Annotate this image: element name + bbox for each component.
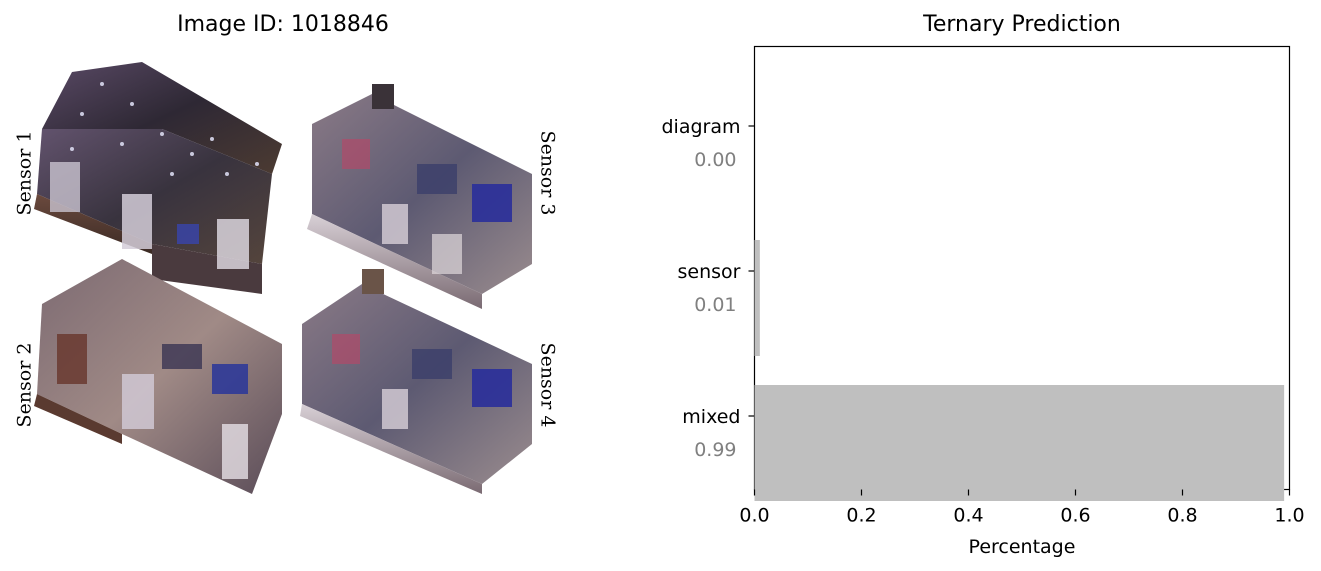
- sensor-1-render: [34, 62, 282, 294]
- sensor-3-render: [307, 84, 532, 309]
- chart-title: Ternary Prediction: [923, 12, 1121, 37]
- x-axis-ticks: 0.0 0.2 0.4 0.6 0.8 1.0: [739, 489, 1305, 527]
- y-axis-ticks: diagram 0.00 sensor 0.01 mixed 0.99: [661, 116, 755, 461]
- x-tick-label-5: 1.0: [1274, 505, 1304, 527]
- y-tick-label-diagram: diagram: [661, 116, 740, 138]
- y-tick-label-sensor: sensor: [678, 261, 741, 283]
- sensor-2-render: [34, 259, 282, 494]
- y-tick-label-mixed: mixed: [682, 406, 740, 428]
- x-tick-label-3: 0.6: [1060, 505, 1090, 527]
- x-tick-label-4: 0.8: [1167, 505, 1197, 527]
- sensor-4-render: [300, 269, 532, 494]
- sensor-render-image: Sensor 1 Sensor 2 Sensor 3 Sensor 4: [12, 44, 558, 496]
- value-label-diagram: 0.00: [694, 149, 736, 171]
- bar-mixed: [754, 385, 1285, 501]
- x-tick-label-0: 0.0: [739, 505, 769, 527]
- value-label-sensor: 0.01: [694, 294, 736, 316]
- value-label-mixed: 0.99: [694, 439, 736, 461]
- x-tick-label-1: 0.2: [846, 505, 876, 527]
- point-cloud-illustration: [34, 62, 532, 494]
- bars-group: [754, 240, 1285, 501]
- x-tick-label-2: 0.4: [953, 505, 983, 527]
- x-axis-label: Percentage: [969, 536, 1076, 558]
- bar-sensor: [754, 240, 760, 356]
- image-title: Image ID: 1018846: [177, 12, 389, 37]
